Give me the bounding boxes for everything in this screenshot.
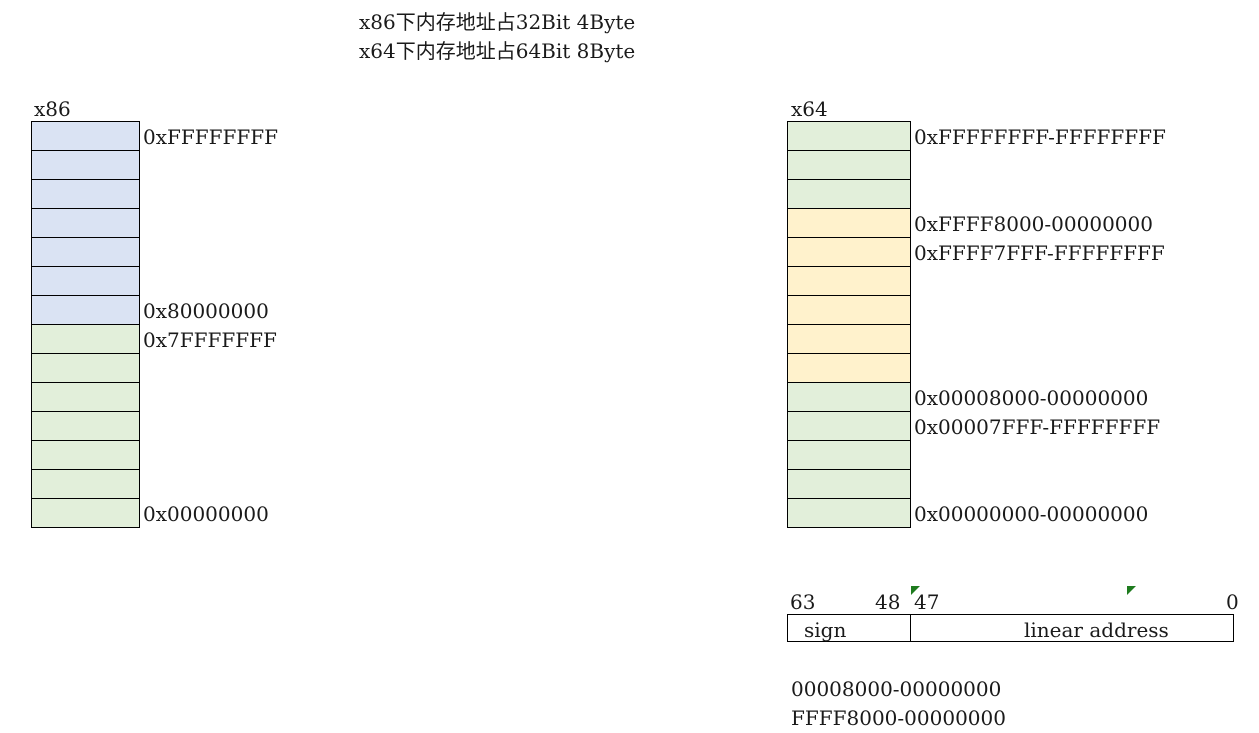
x64-address-label: 0x00008000-00000000 [914, 386, 1149, 410]
x86-memory-cell [31, 295, 140, 324]
x64-memory-cell [787, 237, 911, 266]
x86-address-label: 0x80000000 [143, 299, 269, 323]
bit-47-label: 47 [914, 590, 940, 614]
x64-address-label: 0xFFFF7FFF-FFFFFFFF [914, 241, 1165, 265]
bit-divider [910, 615, 911, 641]
x64-memory-stack [787, 121, 911, 528]
x64-memory-cell [787, 498, 911, 528]
x64-memory-cell [787, 179, 911, 208]
x86-memory-cell [31, 411, 140, 440]
comment-marker-icon [1127, 586, 1136, 595]
x64-memory-cell [787, 295, 911, 324]
bit-47-marker-icon [911, 586, 920, 595]
x86-address-label: 0x7FFFFFFF [143, 328, 277, 352]
x86-memory-cell [31, 469, 140, 498]
x64-memory-cell [787, 150, 911, 179]
x64-memory-cell [787, 208, 911, 237]
linear-address-field-label: linear address [1024, 618, 1169, 642]
x64-address-label: 0x00000000-00000000 [914, 502, 1149, 526]
address-bit-layout: sign linear address [787, 614, 1234, 642]
x86-address-label: 0xFFFFFFFF [143, 125, 279, 149]
x64-memory-cell [787, 353, 911, 382]
x64-address-label: 0x00007FFF-FFFFFFFF [914, 415, 1161, 439]
x64-memory-cell [787, 324, 911, 353]
x86-memory-cell [31, 382, 140, 411]
bit-48-label: 48 [875, 590, 901, 614]
note-line-2: FFFF8000-00000000 [791, 706, 1006, 730]
x86-memory-cell [31, 498, 140, 528]
x64-memory-cell [787, 440, 911, 469]
x86-memory-cell [31, 237, 140, 266]
x86-memory-cell [31, 150, 140, 179]
x64-memory-cell [787, 266, 911, 295]
x86-memory-cell [31, 179, 140, 208]
note-line-1: 00008000-00000000 [791, 677, 1002, 701]
x86-memory-cell [31, 440, 140, 469]
x86-memory-cell [31, 266, 140, 295]
sign-field-label: sign [804, 618, 847, 642]
x86-memory-cell [31, 121, 140, 150]
x86-memory-cell [31, 324, 140, 353]
x86-address-label: 0x00000000 [143, 502, 269, 526]
x64-memory-cell [787, 382, 911, 411]
x64-memory-cell [787, 469, 911, 498]
x64-memory-cell [787, 121, 911, 150]
title-line-2: x64下内存地址占64Bit 8Byte [359, 39, 636, 63]
x86-memory-cell [31, 208, 140, 237]
bit-63-label: 63 [790, 590, 816, 614]
x64-address-label: 0xFFFF8000-00000000 [914, 212, 1153, 236]
x64-address-label: 0xFFFFFFFF-FFFFFFFF [914, 125, 1166, 149]
title-line-1: x86下内存地址占32Bit 4Byte [359, 10, 636, 34]
x86-label: x86 [34, 97, 71, 121]
x86-memory-cell [31, 353, 140, 382]
bit-0-label: 0 [1226, 590, 1239, 614]
x64-memory-cell [787, 411, 911, 440]
x86-memory-stack [31, 121, 140, 528]
x64-label: x64 [791, 97, 828, 121]
